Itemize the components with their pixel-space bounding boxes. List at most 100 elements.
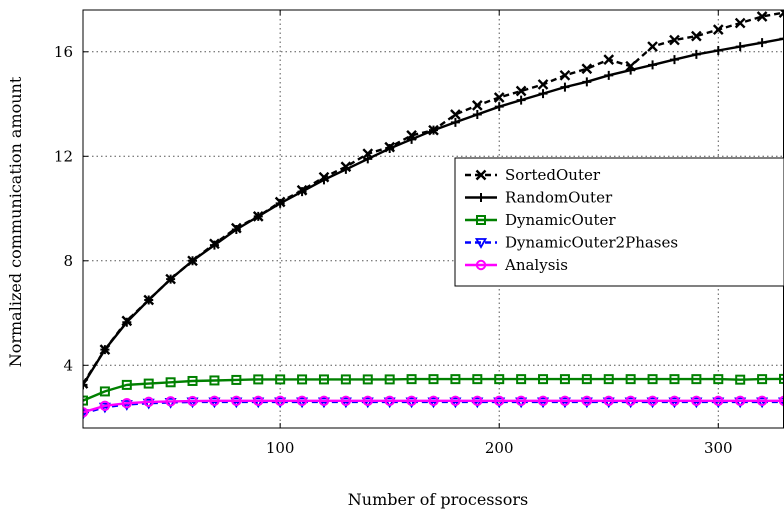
data-point <box>472 374 483 385</box>
data-point <box>560 82 570 92</box>
legend-entry: DynamicOuter2Phases <box>465 234 678 252</box>
data-point <box>428 374 439 385</box>
data-point <box>209 395 220 407</box>
data-point <box>691 30 702 42</box>
data-point <box>339 397 352 409</box>
data-point <box>428 395 439 407</box>
data-point <box>756 395 768 407</box>
data-point <box>735 374 746 385</box>
data-point <box>691 374 702 385</box>
data-point <box>668 397 681 409</box>
legend-label: DynamicOuter <box>505 211 616 229</box>
data-point <box>691 395 702 407</box>
data-point <box>231 395 242 407</box>
data-point <box>340 395 352 407</box>
data-point <box>581 374 592 385</box>
data-point <box>493 92 505 103</box>
data-point <box>646 397 659 409</box>
legend-entry: SortedOuter <box>465 166 601 184</box>
data-point <box>385 143 395 153</box>
data-point <box>427 397 440 409</box>
data-point <box>143 378 154 389</box>
data-point <box>647 41 658 52</box>
data-point <box>297 374 308 385</box>
legend-marker <box>474 238 488 249</box>
data-point <box>603 395 614 407</box>
data-point <box>669 395 680 407</box>
data-point <box>690 397 703 409</box>
data-point <box>363 154 373 164</box>
data-point <box>100 345 110 355</box>
data-point <box>756 11 768 22</box>
data-point <box>713 45 723 55</box>
data-point <box>450 395 461 407</box>
data-point <box>712 397 725 409</box>
data-point <box>99 400 111 411</box>
series-line <box>83 377 784 402</box>
data-point <box>581 63 593 75</box>
legend-entry: DynamicOuter <box>465 211 616 229</box>
data-point <box>318 374 329 385</box>
data-point <box>274 397 287 409</box>
data-point <box>558 397 571 409</box>
axis-ticks: 100 200 300 4 8 12 16 <box>54 10 733 457</box>
data-point <box>669 55 679 65</box>
data-point <box>713 395 724 407</box>
data-point <box>580 397 593 409</box>
data-point <box>648 60 658 70</box>
data-point <box>604 70 614 80</box>
data-point <box>647 374 658 385</box>
data-point <box>209 375 220 386</box>
data-point <box>734 397 747 409</box>
data-point <box>99 386 110 397</box>
legend-label: RandomOuter <box>505 189 613 207</box>
data-point <box>83 409 90 420</box>
data-point <box>472 110 482 119</box>
legend-label: DynamicOuter2Phases <box>505 234 678 252</box>
data-point <box>231 374 242 385</box>
series-RandomOuter <box>83 34 784 390</box>
data-point <box>296 397 309 409</box>
data-point <box>275 374 286 385</box>
data-point <box>647 395 658 407</box>
legend-marker <box>476 193 486 202</box>
y-axis-title: Normalized communication amount <box>6 76 25 367</box>
data-point <box>472 395 483 407</box>
data-point <box>559 395 571 407</box>
data-point <box>734 17 746 29</box>
data-point <box>779 373 784 384</box>
data-point <box>296 395 308 407</box>
data-point <box>275 198 285 208</box>
data-point <box>83 395 88 406</box>
data-point <box>515 397 528 409</box>
series-Analysis <box>83 395 784 418</box>
data-point <box>735 42 745 52</box>
data-point <box>209 240 219 250</box>
data-point <box>625 395 636 407</box>
data-point <box>537 395 549 407</box>
data-point <box>340 374 351 385</box>
data-point <box>121 379 132 390</box>
y-tick-label: 8 <box>63 252 73 270</box>
data-point <box>669 374 680 385</box>
y-tick-label: 12 <box>54 147 73 165</box>
data-point <box>317 397 331 409</box>
legend-marker <box>475 259 487 271</box>
data-point <box>559 374 570 385</box>
data-point <box>362 374 373 385</box>
data-point <box>494 374 505 385</box>
data-point <box>516 374 527 385</box>
data-point <box>471 397 484 409</box>
data-point <box>538 374 549 385</box>
data-point <box>450 374 461 385</box>
y-tick-label: 16 <box>54 43 73 61</box>
data-point <box>691 49 701 59</box>
data-point <box>384 395 395 407</box>
x-tick-label: 300 <box>704 439 733 457</box>
y-tick-label: 4 <box>63 356 73 374</box>
data-point <box>713 374 724 385</box>
data-point <box>779 34 784 44</box>
data-point <box>231 224 241 234</box>
data-point <box>318 395 330 407</box>
